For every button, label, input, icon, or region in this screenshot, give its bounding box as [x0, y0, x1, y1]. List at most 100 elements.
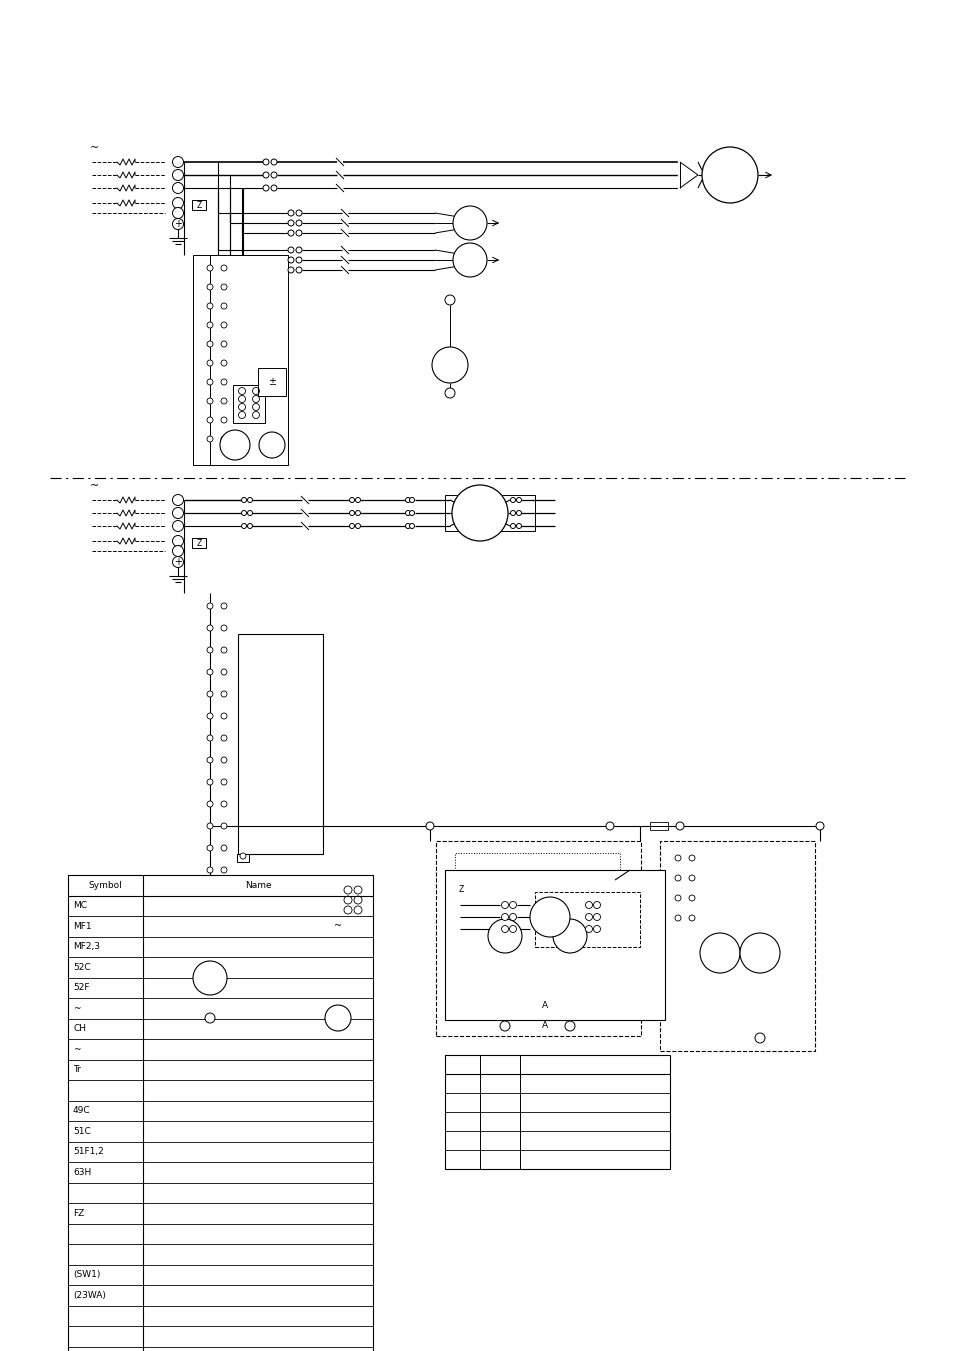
- Bar: [236, 854, 249, 862]
- Circle shape: [271, 185, 276, 190]
- Circle shape: [510, 497, 515, 503]
- Bar: [452, 884, 470, 896]
- Circle shape: [509, 925, 516, 932]
- Circle shape: [221, 340, 227, 347]
- Bar: [337, 880, 366, 920]
- Circle shape: [221, 359, 227, 366]
- Circle shape: [444, 295, 455, 305]
- Circle shape: [207, 417, 213, 423]
- Bar: [192, 538, 206, 549]
- Text: CH: CH: [73, 1024, 86, 1034]
- Bar: [444, 1055, 669, 1169]
- Circle shape: [488, 919, 521, 952]
- Circle shape: [221, 735, 227, 740]
- Text: 63H: 63H: [73, 1167, 91, 1177]
- Text: Z: Z: [196, 539, 201, 547]
- Circle shape: [207, 690, 213, 697]
- Circle shape: [241, 497, 246, 503]
- Circle shape: [207, 801, 213, 807]
- Circle shape: [593, 913, 599, 920]
- Circle shape: [405, 497, 410, 503]
- Circle shape: [207, 340, 213, 347]
- Circle shape: [510, 511, 515, 516]
- Bar: [237, 634, 323, 854]
- Circle shape: [263, 185, 269, 190]
- Text: 49C: 49C: [73, 1106, 91, 1115]
- Bar: [444, 870, 664, 1020]
- Circle shape: [675, 915, 680, 921]
- Circle shape: [700, 934, 740, 973]
- Circle shape: [355, 497, 360, 503]
- Circle shape: [172, 494, 183, 505]
- Circle shape: [295, 267, 302, 273]
- Circle shape: [221, 284, 227, 290]
- Circle shape: [221, 823, 227, 830]
- Circle shape: [349, 523, 355, 528]
- Circle shape: [207, 265, 213, 272]
- Circle shape: [207, 603, 213, 609]
- Circle shape: [247, 497, 253, 503]
- Circle shape: [349, 511, 355, 516]
- Circle shape: [221, 669, 227, 676]
- Circle shape: [295, 220, 302, 226]
- Text: ~: ~: [73, 1044, 80, 1054]
- Bar: [68, 875, 373, 1351]
- Circle shape: [688, 855, 695, 861]
- Circle shape: [172, 535, 183, 547]
- Circle shape: [221, 399, 227, 404]
- Circle shape: [258, 432, 285, 458]
- Circle shape: [172, 157, 183, 168]
- Text: ~: ~: [334, 921, 342, 931]
- Circle shape: [193, 961, 227, 994]
- Text: Name: Name: [244, 881, 271, 890]
- Circle shape: [207, 735, 213, 740]
- Circle shape: [288, 257, 294, 263]
- Bar: [649, 821, 667, 830]
- Circle shape: [675, 855, 680, 861]
- Circle shape: [207, 303, 213, 309]
- Text: Tr: Tr: [73, 1065, 81, 1074]
- Circle shape: [220, 430, 250, 459]
- Circle shape: [205, 1013, 214, 1023]
- Circle shape: [221, 380, 227, 385]
- Circle shape: [207, 713, 213, 719]
- Circle shape: [409, 511, 414, 516]
- Circle shape: [453, 205, 486, 240]
- Circle shape: [207, 626, 213, 631]
- Circle shape: [325, 1005, 351, 1031]
- Circle shape: [207, 844, 213, 851]
- Circle shape: [221, 303, 227, 309]
- Circle shape: [530, 897, 569, 938]
- Circle shape: [247, 511, 253, 516]
- Circle shape: [172, 219, 183, 230]
- Text: (23WA): (23WA): [73, 1290, 106, 1300]
- Circle shape: [593, 901, 599, 908]
- Circle shape: [585, 913, 592, 920]
- Circle shape: [501, 901, 508, 908]
- Circle shape: [271, 159, 276, 165]
- Circle shape: [432, 347, 468, 382]
- Circle shape: [288, 220, 294, 226]
- Circle shape: [509, 913, 516, 920]
- Circle shape: [688, 915, 695, 921]
- Circle shape: [207, 436, 213, 442]
- Circle shape: [221, 780, 227, 785]
- Circle shape: [172, 557, 183, 567]
- Circle shape: [453, 243, 486, 277]
- Circle shape: [207, 399, 213, 404]
- Text: ~: ~: [90, 481, 99, 490]
- Bar: [535, 892, 639, 947]
- Circle shape: [288, 267, 294, 273]
- Circle shape: [207, 867, 213, 873]
- Circle shape: [221, 436, 227, 442]
- Circle shape: [676, 821, 683, 830]
- Circle shape: [221, 867, 227, 873]
- Circle shape: [444, 388, 455, 399]
- Text: MF2,3: MF2,3: [73, 942, 100, 951]
- Circle shape: [815, 821, 823, 830]
- Circle shape: [221, 265, 227, 272]
- Circle shape: [349, 497, 355, 503]
- Text: ±: ±: [268, 377, 275, 386]
- Circle shape: [263, 172, 269, 178]
- Text: Z: Z: [196, 200, 201, 209]
